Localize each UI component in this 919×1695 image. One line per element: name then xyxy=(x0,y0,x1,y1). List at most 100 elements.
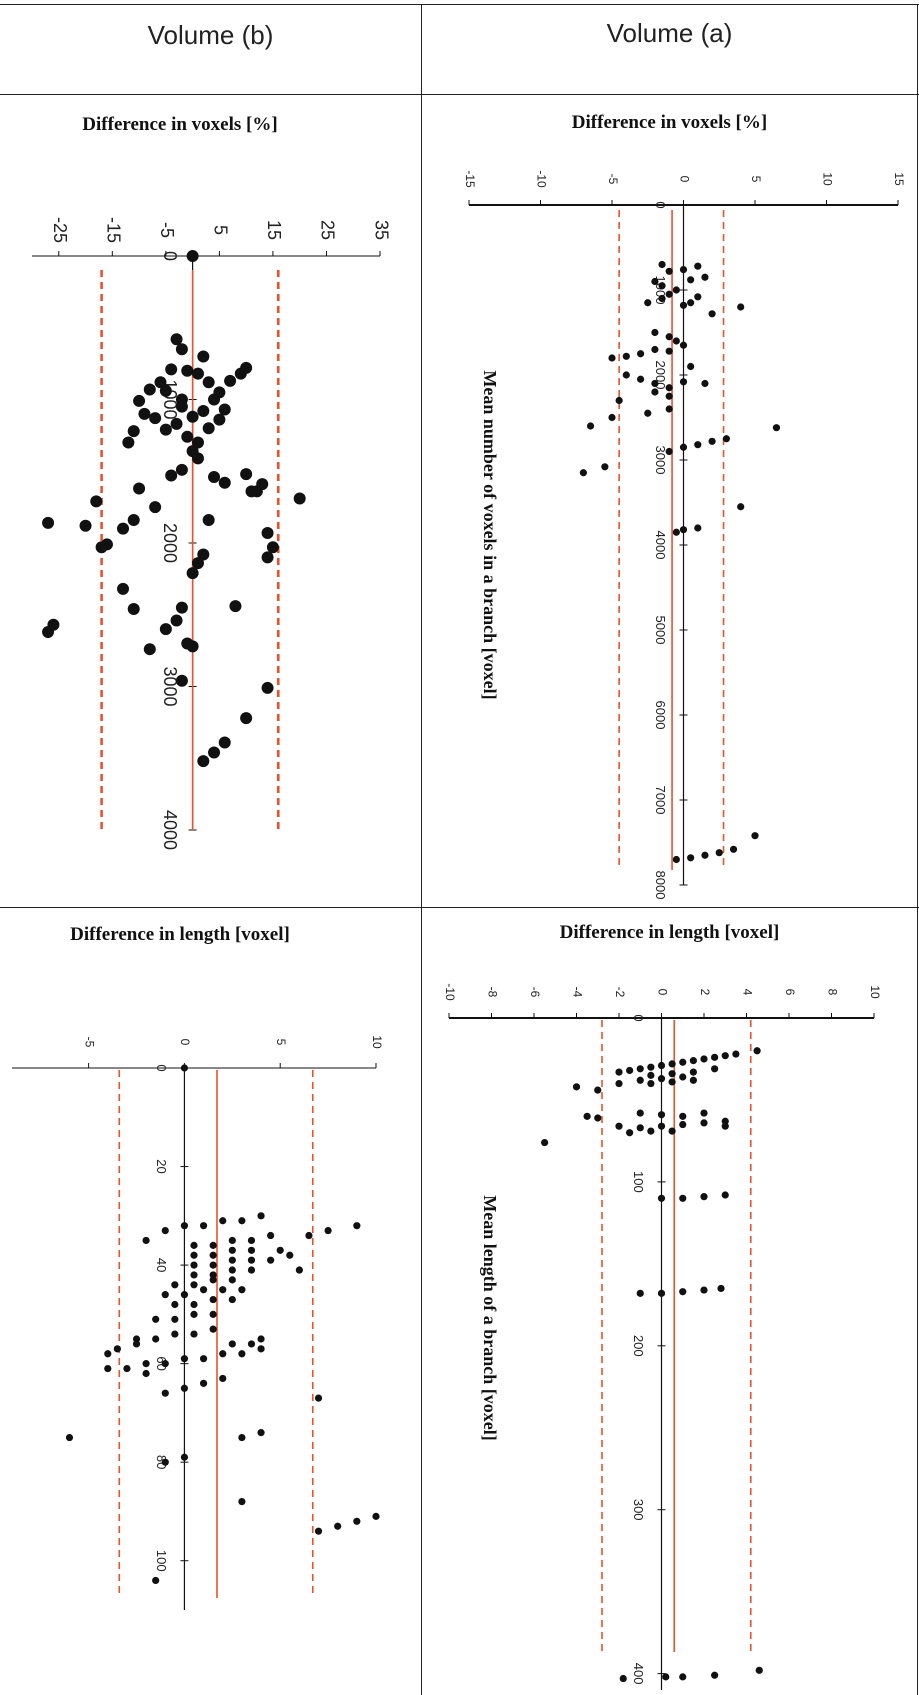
mean-tick-label: 400 xyxy=(631,1663,646,1685)
difference-tick-label: 4 xyxy=(740,989,754,996)
data-point xyxy=(721,1122,729,1130)
data-point xyxy=(228,1340,236,1348)
data-point xyxy=(286,1251,294,1259)
data-point xyxy=(170,417,183,430)
data-point xyxy=(636,1109,644,1117)
data-point xyxy=(608,413,616,422)
data-point xyxy=(721,1191,729,1199)
data-point xyxy=(751,832,759,840)
data-point xyxy=(668,1078,676,1086)
data-point xyxy=(687,362,695,371)
data-point xyxy=(209,1325,217,1333)
data-point xyxy=(165,363,178,376)
data-point xyxy=(229,600,242,613)
data-point xyxy=(186,250,199,262)
data-point xyxy=(238,1433,246,1442)
data-point xyxy=(123,1364,131,1373)
data-point xyxy=(247,1236,256,1245)
difference-tick-label: 35 xyxy=(371,220,391,240)
difference-tick-label: 25 xyxy=(318,220,338,240)
data-point xyxy=(208,470,221,483)
mean-tick-label: 3000 xyxy=(653,446,668,475)
difference-tick-label: 15 xyxy=(264,220,284,240)
data-point xyxy=(721,1052,729,1060)
data-point xyxy=(180,1291,189,1299)
difference-tick-label: 10 xyxy=(370,1035,384,1049)
data-point xyxy=(615,1068,623,1076)
data-point xyxy=(47,618,60,631)
data-point xyxy=(679,526,688,534)
data-point xyxy=(353,1517,361,1525)
data-point xyxy=(647,1071,655,1079)
data-point xyxy=(722,435,731,443)
data-point xyxy=(197,350,210,363)
data-point xyxy=(700,1286,708,1294)
data-point xyxy=(170,333,183,346)
data-point xyxy=(701,379,709,388)
data-point xyxy=(190,1241,198,1249)
difference-tick-label: 6 xyxy=(783,989,797,996)
data-point xyxy=(276,1246,284,1254)
data-point xyxy=(305,1231,313,1240)
data-point xyxy=(665,347,673,355)
data-point xyxy=(143,643,156,656)
mean-axis-label: Mean length of a branch [voxel] xyxy=(480,1195,500,1440)
mean-tick-label: 100 xyxy=(154,1550,169,1572)
data-point xyxy=(240,712,253,725)
data-point xyxy=(165,469,178,482)
data-point xyxy=(647,1079,655,1088)
data-point xyxy=(247,1256,256,1264)
data-point xyxy=(224,374,237,387)
data-point xyxy=(261,551,274,564)
data-point xyxy=(715,849,723,857)
panel-title-a-voxels: Difference in voxels [%] xyxy=(571,112,768,133)
data-point xyxy=(161,1291,169,1299)
difference-tick-label: 15 xyxy=(892,172,906,186)
mean-tick-label: 0 xyxy=(154,1064,169,1071)
data-point xyxy=(665,384,673,392)
difference-tick-label: -15 xyxy=(104,217,124,243)
right-border xyxy=(917,4,918,1695)
data-point xyxy=(679,341,688,349)
data-point xyxy=(181,430,194,443)
data-point xyxy=(218,736,231,749)
data-point xyxy=(247,1340,256,1348)
mean-tick-label: 3000 xyxy=(160,666,180,706)
data-point xyxy=(256,478,269,491)
data-point xyxy=(689,1076,697,1084)
data-point xyxy=(711,1065,719,1073)
data-point xyxy=(689,1068,697,1076)
data-point xyxy=(668,1070,676,1078)
data-point xyxy=(175,601,188,614)
data-point xyxy=(127,425,140,438)
data-point xyxy=(122,436,135,449)
data-point xyxy=(161,1389,169,1397)
data-point xyxy=(657,1122,666,1130)
data-point xyxy=(622,352,630,360)
data-point xyxy=(79,519,92,532)
data-point xyxy=(190,1271,198,1279)
data-point xyxy=(672,337,680,345)
data-point xyxy=(149,501,162,514)
data-point xyxy=(104,1350,112,1358)
data-point xyxy=(694,262,702,270)
data-point xyxy=(717,1284,725,1293)
data-point xyxy=(180,1222,189,1230)
panel-title-b-length: Difference in length [voxel] xyxy=(70,924,290,945)
data-point xyxy=(238,1286,246,1294)
data-point xyxy=(228,1276,236,1284)
data-point xyxy=(594,1086,602,1094)
data-point xyxy=(737,503,745,511)
data-point xyxy=(679,301,688,309)
mean-tick-label: 200 xyxy=(631,1335,646,1357)
difference-tick-label: 0 xyxy=(178,1039,192,1046)
data-point xyxy=(133,482,146,495)
data-point xyxy=(579,469,588,477)
data-point xyxy=(257,1345,265,1353)
data-point xyxy=(672,286,680,294)
data-point xyxy=(127,514,140,527)
data-point xyxy=(651,328,659,337)
difference-tick-label: -15 xyxy=(463,170,477,188)
data-point xyxy=(689,1057,697,1065)
